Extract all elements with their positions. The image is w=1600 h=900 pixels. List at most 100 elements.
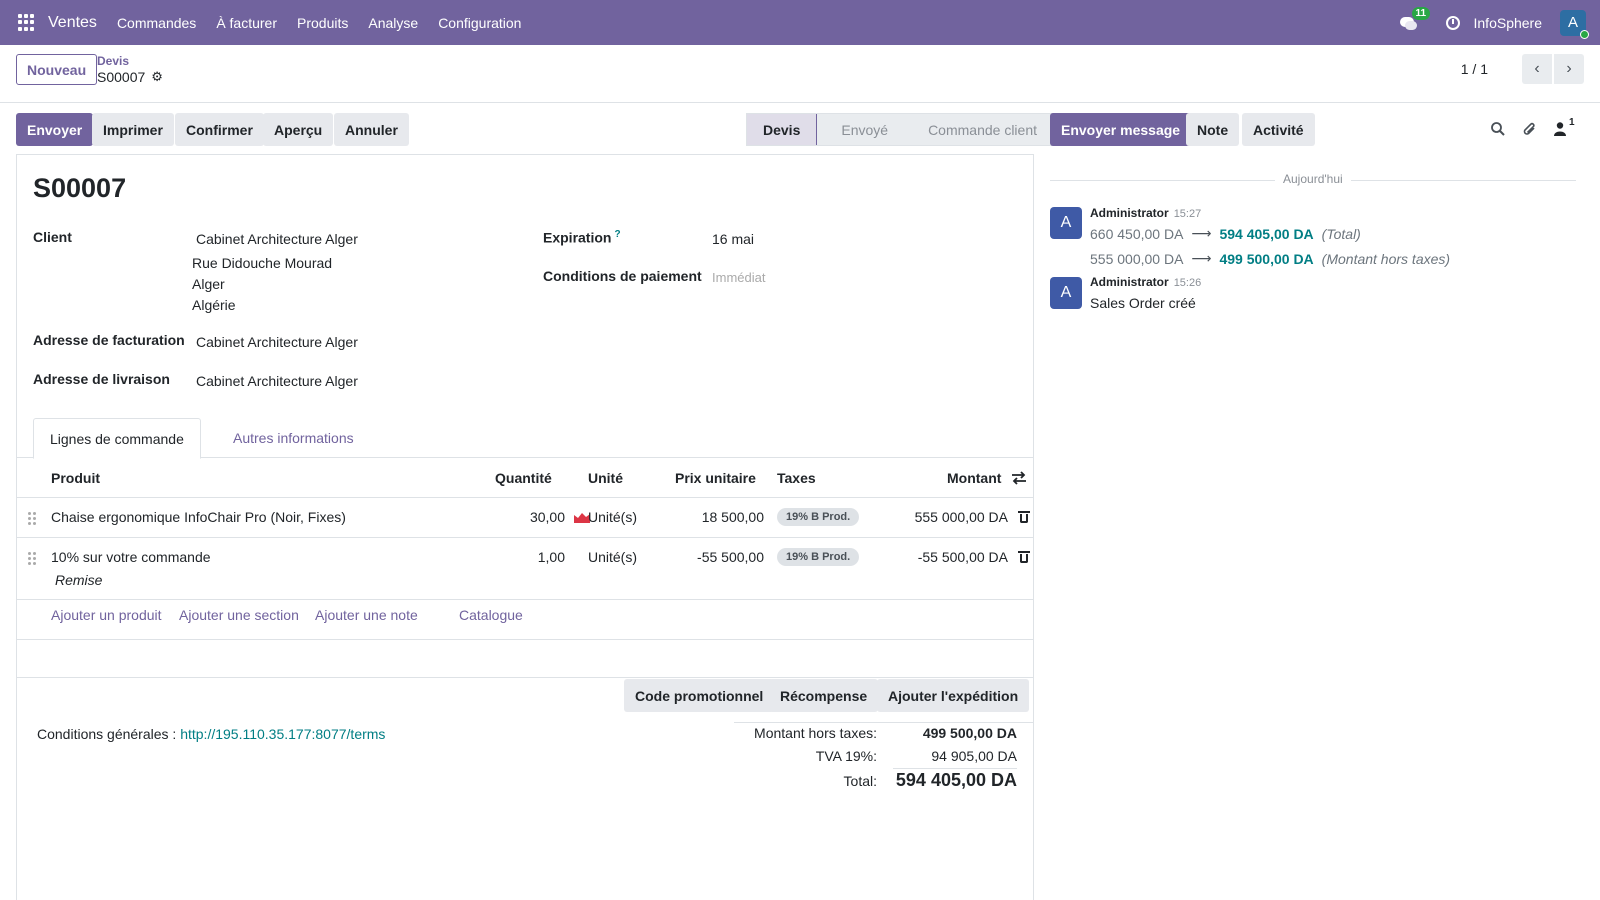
line-quantity[interactable]: 1,00 bbox=[537, 549, 565, 565]
line-amount: 555 000,00 DA bbox=[914, 509, 1008, 525]
payment-terms-field[interactable]: Immédiat bbox=[712, 270, 766, 285]
tracking-old-value: 555 000,00 DA bbox=[1090, 250, 1184, 267]
menu-configuration[interactable]: Configuration bbox=[438, 14, 522, 31]
pager-value[interactable]: 1 / 1 bbox=[1460, 61, 1488, 77]
message-author-name[interactable]: Administrator bbox=[1090, 275, 1169, 289]
add-note-link[interactable]: Ajouter une note bbox=[315, 607, 418, 623]
drag-handle-icon[interactable] bbox=[28, 552, 36, 565]
pager-next-button[interactable]: › bbox=[1554, 54, 1584, 84]
col-amount[interactable]: Montant bbox=[947, 470, 1002, 486]
message-avatar[interactable]: A bbox=[1050, 207, 1082, 239]
col-unit[interactable]: Unité bbox=[588, 470, 623, 486]
menu-a-facturer[interactable]: À facturer bbox=[216, 14, 278, 31]
message-avatar[interactable]: A bbox=[1050, 277, 1082, 309]
online-status-dot bbox=[1580, 29, 1589, 39]
expiration-label-text: Expiration bbox=[543, 229, 612, 246]
app-name[interactable]: Ventes bbox=[48, 13, 97, 31]
search-icon[interactable] bbox=[1490, 121, 1506, 137]
followers-icon[interactable] bbox=[1553, 121, 1567, 137]
cancel-button[interactable]: Annuler bbox=[334, 113, 409, 146]
total-label: Total: bbox=[843, 773, 877, 789]
reward-button[interactable]: Récompense bbox=[769, 679, 879, 712]
messaging-icon[interactable]: 11 bbox=[1399, 6, 1431, 31]
client-address-country: Algérie bbox=[192, 297, 236, 313]
promo-code-button[interactable]: Code promotionnel bbox=[624, 679, 775, 712]
delete-line-icon[interactable] bbox=[1018, 511, 1030, 523]
terms-link[interactable]: http://195.110.35.177:8077/terms bbox=[180, 726, 386, 742]
line-tax-badge[interactable]: 19% B Prod. bbox=[777, 508, 860, 526]
col-product[interactable]: Produit bbox=[51, 470, 100, 486]
stage-devis[interactable]: Devis bbox=[747, 114, 818, 145]
add-shipping-button[interactable]: Ajouter l'expédition bbox=[877, 679, 1030, 712]
line-quantity[interactable]: 30,00 bbox=[529, 509, 565, 525]
paperclip-icon[interactable] bbox=[1522, 120, 1538, 138]
line-unit[interactable]: Unité(s) bbox=[588, 509, 638, 525]
client-field[interactable]: Cabinet Architecture Alger bbox=[196, 231, 358, 247]
company-switcher[interactable]: InfoSphere bbox=[1473, 14, 1543, 31]
line-amount: -55 500,00 DA bbox=[917, 549, 1008, 565]
add-section-link[interactable]: Ajouter une section bbox=[179, 607, 299, 623]
new-button[interactable]: Nouveau bbox=[16, 54, 98, 85]
divider bbox=[893, 768, 1017, 769]
col-quantity[interactable]: Quantité bbox=[495, 470, 552, 486]
confirm-button[interactable]: Confirmer bbox=[175, 113, 264, 146]
add-product-link[interactable]: Ajouter un produit bbox=[51, 607, 162, 623]
menu-analyse[interactable]: Analyse bbox=[368, 14, 419, 31]
menu-produits[interactable]: Produits bbox=[297, 14, 349, 31]
invoice-address-field[interactable]: Cabinet Architecture Alger bbox=[196, 334, 358, 350]
line-product[interactable]: 10% sur votre commande bbox=[51, 549, 211, 565]
control-panel: Nouveau Devis S00007 ⚙ 1 / 1 ‹ › bbox=[0, 45, 1600, 103]
client-label: Client bbox=[33, 229, 72, 245]
expiration-field[interactable]: 16 mai bbox=[712, 231, 755, 247]
preview-button[interactable]: Aperçu bbox=[263, 113, 334, 146]
apps-menu-icon[interactable] bbox=[18, 13, 36, 32]
col-taxes[interactable]: Taxes bbox=[777, 470, 816, 486]
line-unit[interactable]: Unité(s) bbox=[588, 549, 638, 565]
log-note-button[interactable]: Note bbox=[1186, 113, 1240, 146]
line-description[interactable]: Remise bbox=[55, 572, 103, 588]
print-button[interactable]: Imprimer bbox=[92, 113, 174, 146]
tab-order-lines[interactable]: Lignes de commande bbox=[33, 418, 201, 459]
gear-icon[interactable]: ⚙ bbox=[151, 69, 163, 84]
activity-clock-icon[interactable] bbox=[1445, 15, 1460, 30]
activity-button[interactable]: Activité bbox=[1242, 113, 1315, 146]
client-address-street: Rue Didouche Mourad bbox=[192, 255, 333, 271]
pager-previous-button[interactable]: ‹ bbox=[1522, 54, 1552, 84]
untaxed-label: Montant hors taxes: bbox=[754, 725, 877, 741]
invoice-address-label: Adresse de facturation bbox=[33, 332, 185, 348]
arrow-right-icon: ⟶ bbox=[1191, 225, 1212, 241]
table-row[interactable]: Chaise ergonomique InfoChair Pro (Noir, … bbox=[17, 498, 1033, 538]
table-row[interactable]: 10% sur votre commande Remise 1,00 Unité… bbox=[17, 538, 1033, 600]
send-message-button[interactable]: Envoyer message bbox=[1050, 113, 1192, 146]
delivery-address-field[interactable]: Cabinet Architecture Alger bbox=[196, 373, 358, 389]
tva-value: 94 905,00 DA bbox=[931, 748, 1017, 764]
stage-envoye[interactable]: Envoyé bbox=[841, 121, 889, 138]
tracking-old-value: 660 450,00 DA bbox=[1090, 225, 1184, 242]
total-value: 594 405,00 DA bbox=[895, 770, 1017, 790]
menu-commandes[interactable]: Commandes bbox=[116, 14, 197, 31]
line-tax-badge[interactable]: 19% B Prod. bbox=[777, 548, 860, 566]
tab-other-info[interactable]: Autres informations bbox=[233, 430, 354, 446]
breadcrumb-devis[interactable]: Devis bbox=[97, 54, 130, 68]
message-author-name[interactable]: Administrator bbox=[1090, 206, 1169, 220]
col-unit-price[interactable]: Prix unitaire bbox=[675, 470, 756, 486]
forecast-chart-icon[interactable] bbox=[574, 511, 590, 523]
user-avatar[interactable]: A bbox=[1560, 9, 1589, 39]
day-label: Aujourd'hui bbox=[1275, 172, 1351, 186]
untaxed-value: 499 500,00 DA bbox=[922, 725, 1017, 741]
line-unit-price[interactable]: -55 500,00 bbox=[697, 549, 764, 565]
message-time: 15:27 bbox=[1173, 208, 1202, 220]
breadcrumb-current-label: S00007 bbox=[97, 69, 146, 85]
line-product[interactable]: Chaise ergonomique InfoChair Pro (Noir, … bbox=[51, 509, 346, 525]
send-button[interactable]: Envoyer bbox=[16, 113, 94, 146]
record-title: S00007 bbox=[33, 173, 127, 203]
line-unit-price[interactable]: 18 500,00 bbox=[701, 509, 764, 525]
message-count-badge: 11 bbox=[1411, 6, 1431, 20]
stage-commande-client[interactable]: Commande client bbox=[928, 121, 1037, 138]
optional-columns-icon[interactable] bbox=[1011, 470, 1027, 486]
help-icon[interactable]: ? bbox=[614, 229, 621, 240]
drag-handle-icon[interactable] bbox=[28, 512, 36, 525]
catalogue-link[interactable]: Catalogue bbox=[459, 607, 523, 623]
delete-line-icon[interactable] bbox=[1018, 551, 1030, 563]
followers-count: 1 bbox=[1569, 117, 1575, 128]
